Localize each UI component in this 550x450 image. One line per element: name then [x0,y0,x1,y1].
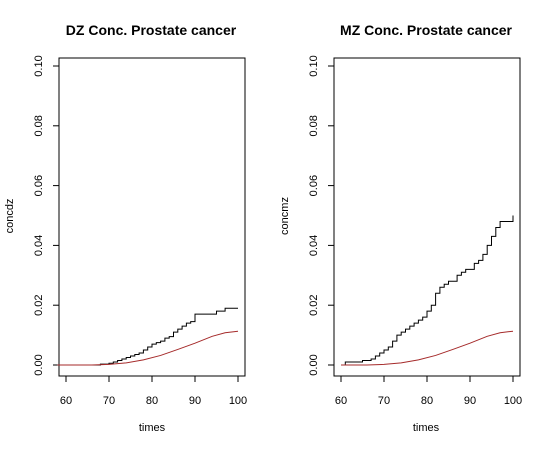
plot-frame [58,57,246,377]
x-tick-label: 70 [103,395,115,407]
y-tick-label: 0.06 [308,175,320,196]
x-axis-label: times [413,422,440,434]
y-tick-label: 0.08 [308,115,320,136]
y-axis-label: concmz [279,197,291,235]
plot-frame [333,57,521,377]
x-tick-label: 90 [464,395,476,407]
y-tick-label: 0.06 [33,175,45,196]
series-line-red [341,330,514,366]
chart-title: DZ Conc. Prostate cancer [66,22,237,38]
y-tick-label: 0.08 [33,115,45,136]
panel-mz: MZ Conc. Prostate cancer times concmz 60… [279,22,522,434]
y-axis-label: concdz [4,199,16,234]
x-tick-label: 60 [335,395,347,407]
series-line-black [57,307,238,366]
x-tick-label: 100 [229,395,247,407]
chart-title: MZ Conc. Prostate cancer [340,22,512,38]
y-tick-label: 0.02 [33,294,45,315]
series-line-red [57,330,239,366]
panel-dz: DZ Conc. Prostate cancer times concdz 60… [4,22,247,434]
y-tick-label: 0.04 [308,235,320,256]
x-tick-label: 100 [504,395,522,407]
y-tick-label: 0.04 [33,235,45,256]
x-tick-label: 90 [189,395,201,407]
series-line-black [341,215,514,366]
y-tick-label: 0.10 [308,55,320,76]
x-tick-label: 80 [421,395,433,407]
y-tick-label: 0.02 [308,294,320,315]
y-tick-label: 0.10 [33,55,45,76]
y-tick-label: 0.00 [33,354,45,375]
x-tick-label: 60 [60,395,72,407]
y-tick-label: 0.00 [308,354,320,375]
x-axis-label: times [139,422,166,434]
x-tick-label: 70 [378,395,390,407]
x-tick-label: 80 [146,395,158,407]
